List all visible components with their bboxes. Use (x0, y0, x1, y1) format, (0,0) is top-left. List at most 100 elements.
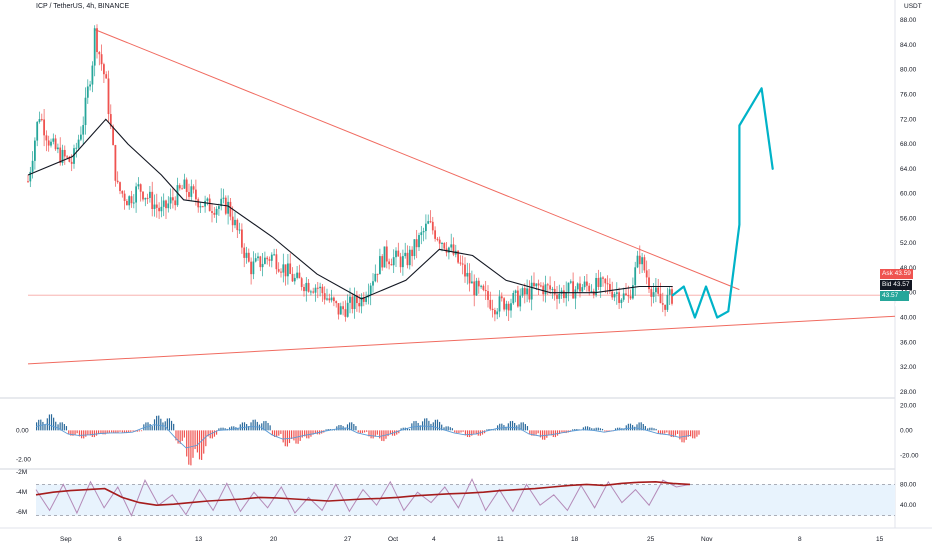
osc1-bar (156, 415, 158, 431)
candle-body (358, 303, 361, 307)
osc1-bar (149, 424, 151, 431)
bid-badge: Bid 43.57 (880, 280, 912, 290)
osc1-bar (672, 430, 674, 438)
osc1-bar (640, 422, 642, 431)
osc1-bar (98, 430, 100, 434)
candle-body (450, 244, 453, 248)
candle-body (34, 140, 36, 161)
price-tick-label: 36.00 (900, 339, 917, 346)
candle-body (31, 160, 34, 172)
osc1-bar (668, 430, 670, 436)
candle-body (369, 285, 372, 295)
osc1-bar (548, 430, 550, 436)
osc1-bar (151, 426, 153, 431)
candle-body (372, 281, 374, 286)
candle-body (422, 231, 425, 233)
osc1-bar (173, 423, 175, 431)
candle-body (523, 288, 526, 295)
osc1-bar (284, 430, 286, 447)
price-tick-label: 68.00 (900, 141, 917, 148)
osc1-bar (76, 430, 78, 434)
osc1-bar (55, 421, 57, 431)
candle-body (66, 156, 68, 158)
osc1-bar (426, 418, 428, 431)
candle-body (526, 288, 528, 295)
osc1-bar (119, 430, 121, 432)
candle-body (293, 277, 296, 282)
osc1-bar (597, 427, 599, 431)
time-tick-label: 6 (118, 536, 122, 543)
osc1-bar (374, 430, 376, 437)
osc1-bar (201, 430, 203, 460)
candle-body (144, 197, 147, 200)
candle-body (618, 292, 620, 303)
candle-body (277, 269, 280, 272)
candle-body (220, 198, 223, 207)
osc1-bar (312, 430, 314, 435)
osc1-bar (535, 430, 537, 435)
candle-body (441, 242, 443, 244)
osc1-bar (372, 430, 374, 439)
osc1-bar (556, 430, 559, 436)
candle-body (36, 121, 39, 141)
price-tick-label: 40.00 (900, 314, 917, 321)
candle-body (312, 291, 315, 293)
osc1-bar (623, 428, 625, 431)
candle-body (638, 255, 641, 265)
osc1-bar (449, 427, 451, 431)
candle-body (146, 197, 149, 199)
osc1-tick-label: 0.00 (900, 427, 913, 434)
candle-body (73, 148, 75, 164)
candle-body (245, 252, 248, 258)
osc1-bar (653, 428, 655, 431)
osc1-bar (177, 430, 179, 444)
candle-body (362, 297, 365, 302)
candle-body (116, 180, 119, 183)
candle-body (457, 250, 459, 263)
candle-body (351, 296, 354, 310)
candle-body (213, 212, 216, 215)
osc1-bar (220, 427, 222, 431)
osc1-bar (38, 419, 40, 431)
symbol-title: ICP / TetherUS, 4h, BINANCE (36, 3, 130, 10)
candle-body (427, 221, 430, 224)
candle-body (480, 285, 482, 287)
candle-body (595, 277, 597, 296)
candle-body (344, 309, 347, 317)
candle-body (289, 263, 292, 274)
candle-body (648, 277, 650, 290)
candle-body (103, 64, 105, 75)
osc1-bar (132, 430, 134, 432)
candle-body (599, 277, 602, 287)
osc1-bar (106, 430, 108, 434)
osc1-tick-label: 20.00 (900, 402, 917, 409)
osc1-bar (50, 414, 53, 431)
candle-body (385, 246, 388, 262)
osc1-bar (402, 427, 404, 431)
candle-body (300, 278, 303, 287)
candle-body (581, 287, 584, 292)
osc1-bar (595, 427, 597, 431)
candle-body (181, 188, 183, 190)
candle-body (296, 272, 298, 278)
osc1-bar (140, 430, 143, 432)
candle-body (420, 232, 423, 236)
candle-body (100, 54, 103, 65)
osc1-bar (475, 430, 477, 435)
candle-body (84, 97, 87, 126)
osc2-tick-label: 40.00 (900, 502, 917, 509)
candle-body (231, 216, 234, 226)
osc1-bar (460, 430, 462, 433)
candle-body (429, 221, 432, 223)
osc1-bar (252, 419, 254, 431)
candle-body (489, 299, 492, 309)
osc1-bar (183, 430, 185, 438)
osc1-bar (398, 430, 400, 434)
osc1-bar (387, 430, 389, 437)
osc1-bar (591, 428, 593, 431)
osc1-bar (438, 421, 441, 431)
candle-body (160, 206, 163, 212)
candle-body (339, 306, 342, 315)
candle-body (374, 273, 377, 282)
candle-body (273, 254, 275, 256)
